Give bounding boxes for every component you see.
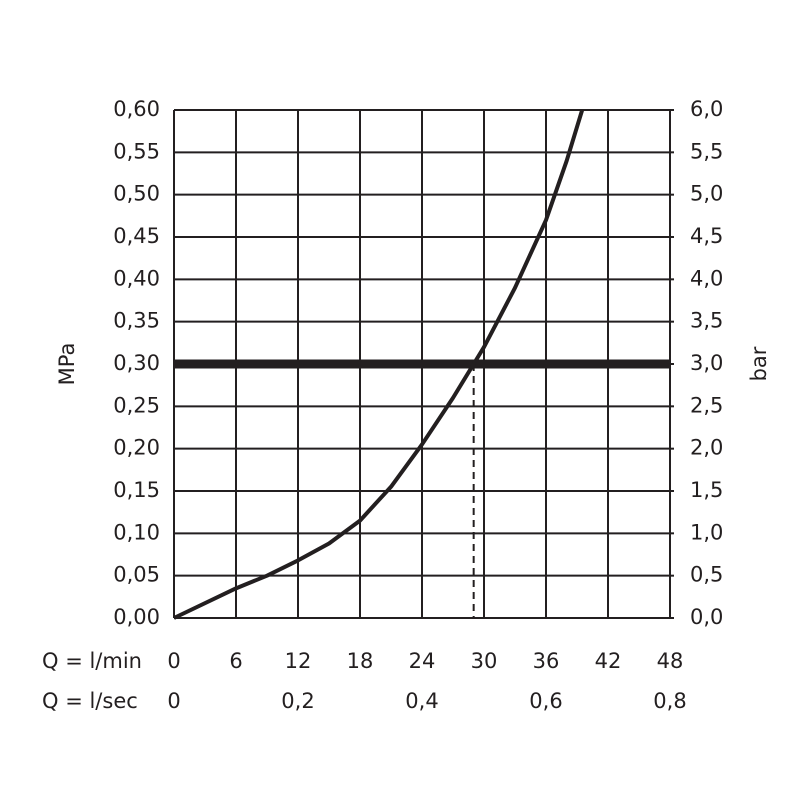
y2-tick-label: 2,5 bbox=[690, 393, 723, 417]
y2-tick-label: 2,0 bbox=[690, 436, 723, 460]
y2-tick-label: 5,5 bbox=[690, 139, 723, 163]
y2-tick-label: 3,0 bbox=[690, 351, 723, 375]
y2-tick-label: 6,0 bbox=[690, 97, 723, 121]
y-tick-label: 0,35 bbox=[113, 309, 160, 333]
x2-tick-label: 0,4 bbox=[405, 689, 438, 713]
x2-tick-label: 0 bbox=[167, 689, 180, 713]
y2-tick-label: 0,5 bbox=[690, 563, 723, 587]
y-tick-label: 0,45 bbox=[113, 224, 160, 248]
y2-axis-label: bar bbox=[747, 346, 771, 381]
y-tick-label: 0,05 bbox=[113, 563, 160, 587]
y2-tick-label: 4,5 bbox=[690, 224, 723, 248]
y-tick-label: 0,60 bbox=[113, 97, 160, 121]
y2-tick-label: 1,5 bbox=[690, 478, 723, 502]
x-tick-label: 30 bbox=[471, 649, 498, 673]
x-tick-label: 0 bbox=[167, 649, 180, 673]
y2-tick-label: 3,5 bbox=[690, 309, 723, 333]
x-tick-label: 18 bbox=[347, 649, 374, 673]
y-tick-label: 0,30 bbox=[113, 351, 160, 375]
y-tick-label: 0,50 bbox=[113, 182, 160, 206]
x2-tick-label: 0,2 bbox=[281, 689, 314, 713]
y-tick-label: 0,55 bbox=[113, 139, 160, 163]
x-tick-label: 36 bbox=[533, 649, 560, 673]
y-tick-label: 0,00 bbox=[113, 605, 160, 629]
x-tick-label: 6 bbox=[229, 649, 242, 673]
y2-tick-label: 0,0 bbox=[690, 605, 723, 629]
x-row-label: Q = l/min bbox=[42, 649, 142, 673]
x2-row-label: Q = l/sec bbox=[42, 689, 138, 713]
y-axis-label: MPa bbox=[55, 343, 79, 386]
x2-tick-label: 0,8 bbox=[653, 689, 686, 713]
y-tick-label: 0,15 bbox=[113, 478, 160, 502]
x-tick-label: 42 bbox=[595, 649, 622, 673]
y2-tick-label: 1,0 bbox=[690, 520, 723, 544]
curve bbox=[173, 109, 585, 620]
x-tick-label: 24 bbox=[409, 649, 436, 673]
x-tick-label: 48 bbox=[657, 649, 684, 673]
y-tick-label: 0,20 bbox=[113, 436, 160, 460]
y-tick-label: 0,25 bbox=[113, 393, 160, 417]
y-tick-label: 0,10 bbox=[113, 520, 160, 544]
x2-tick-label: 0,6 bbox=[529, 689, 562, 713]
x-tick-label: 12 bbox=[285, 649, 312, 673]
y2-tick-label: 5,0 bbox=[690, 182, 723, 206]
y-tick-label: 0,40 bbox=[113, 266, 160, 290]
y2-tick-label: 4,0 bbox=[690, 266, 723, 290]
